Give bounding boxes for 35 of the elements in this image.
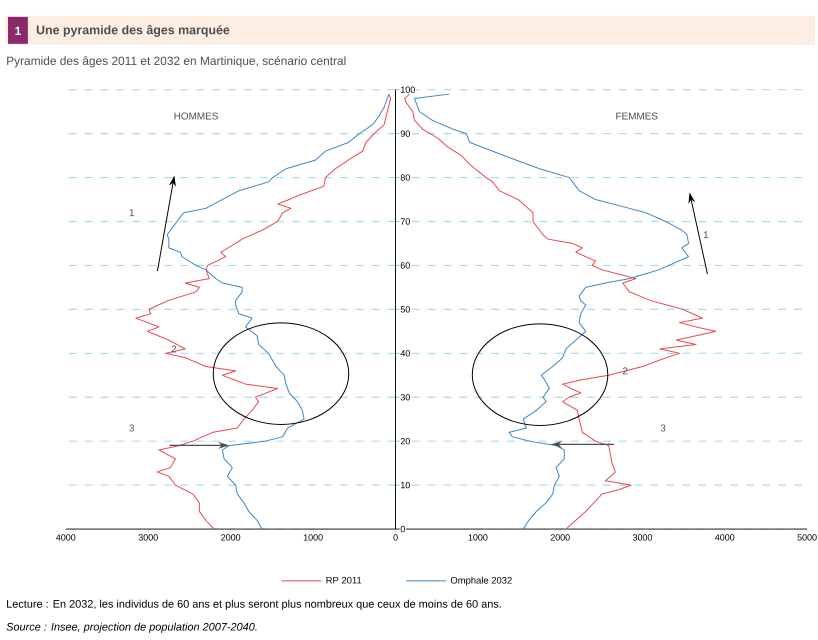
y-tick-label: 70 xyxy=(400,218,410,225)
y-tick-label: 10 xyxy=(401,482,410,488)
y-tick-label: 90 xyxy=(400,130,410,137)
y-tick-label: 20 xyxy=(400,438,410,445)
annotation: 3 xyxy=(660,424,666,432)
x-tick-label: 3000 xyxy=(632,534,652,541)
y-tick-label: 50 xyxy=(400,306,410,313)
y-tick-label: 80 xyxy=(400,174,410,181)
x-tick-label: 5000 xyxy=(797,534,817,541)
annotation: 1 xyxy=(704,231,708,238)
legend-label: Omphale 2032 xyxy=(450,576,512,586)
y-tick-label: 40 xyxy=(400,350,410,357)
text: Lecture : En 2032, les individus de 60 ans et plus seront plus nombreux que ceux de moins de 60 ans. xyxy=(7,600,501,610)
annotation: 3 xyxy=(129,424,134,432)
chart-subtitle: Pyramide des âges 2011 et 2032 en Martinique, scénario central xyxy=(7,56,346,68)
y-tick-label: 0 xyxy=(400,526,405,532)
x-tick-label: 1000 xyxy=(304,534,323,541)
x-tick-label: 0 xyxy=(393,534,398,541)
y-tick-label: 100 xyxy=(401,86,415,93)
chart-title: Une pyramide des âges marquée xyxy=(36,25,230,37)
x-tick-label: 4000 xyxy=(715,534,734,541)
x-tick-label: 2000 xyxy=(550,534,570,541)
x-tick-label: 3000 xyxy=(138,534,158,541)
source-note: Source : Insee, projection de population 2007-2040. xyxy=(6,622,257,633)
x-tick-label: 2000 xyxy=(221,534,240,541)
annotation: 1 xyxy=(130,209,134,216)
x-tick-label: 4000 xyxy=(56,534,76,541)
y-tick-label: 60 xyxy=(400,262,410,269)
text: 1 xyxy=(15,26,21,36)
y-tick-label: 30 xyxy=(400,394,410,401)
annotation: HOMMES xyxy=(174,112,218,120)
annotation: FEMMES xyxy=(616,112,658,120)
x-tick-label: 1000 xyxy=(468,534,488,541)
legend-label: RP 2011 xyxy=(326,577,362,584)
annotation: 2 xyxy=(172,346,176,353)
